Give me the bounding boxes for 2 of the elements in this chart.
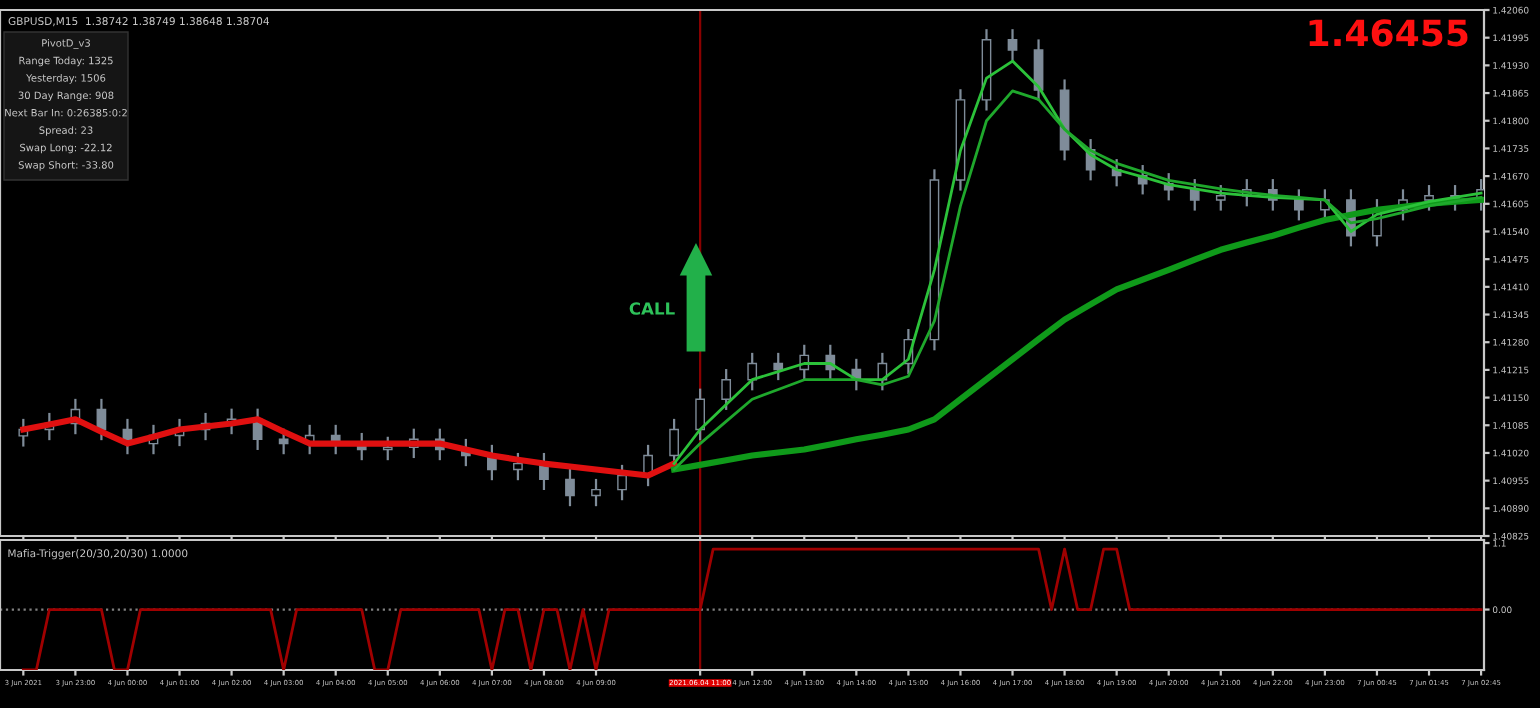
annotation: 1.46455 — [1309, 19, 1468, 47]
annotation: CALL — [629, 302, 675, 315]
